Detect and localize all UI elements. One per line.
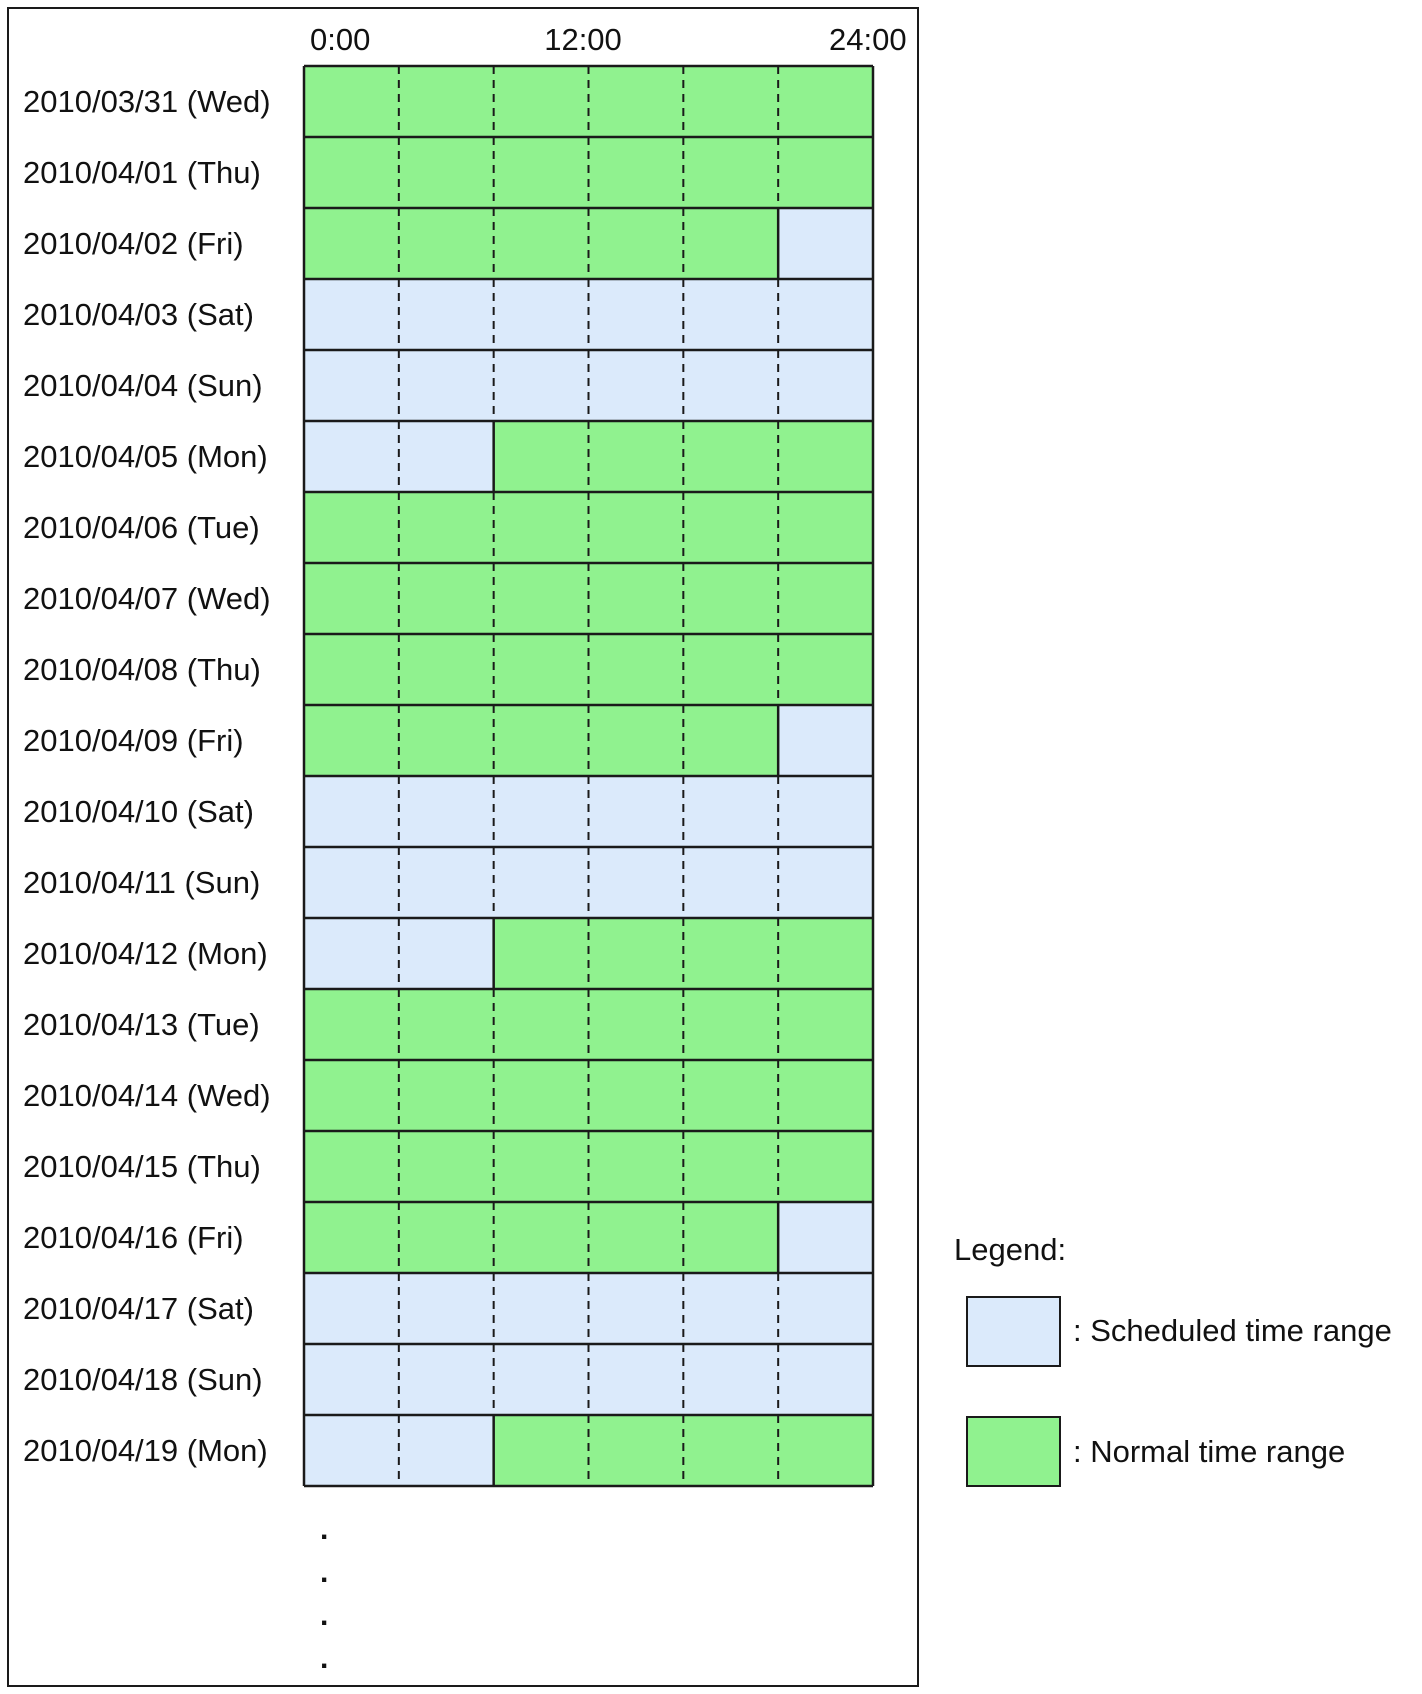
time-label-0: 0:00 (310, 22, 371, 57)
diagram-frame (7, 7, 919, 1687)
date-label: 2010/04/14 (Wed) (23, 1077, 271, 1113)
time-label-12: 12:00 (544, 22, 622, 57)
legend-swatch-normal (966, 1416, 1061, 1487)
date-label: 2010/04/04 (Sun) (23, 367, 263, 403)
legend-swatch-scheduled (966, 1296, 1061, 1367)
date-label: 2010/04/12 (Mon) (23, 935, 268, 971)
date-label: 2010/04/11 (Sun) (23, 864, 261, 900)
date-label: 2010/04/03 (Sat) (23, 296, 254, 332)
date-label: 2010/04/06 (Tue) (23, 509, 260, 545)
date-label: 2010/04/19 (Mon) (23, 1432, 268, 1468)
scheduled-time-bar (778, 208, 873, 279)
time-label-24: 24:00 (829, 22, 907, 57)
date-label: 2010/04/18 (Sun) (23, 1361, 263, 1397)
date-label: 2010/04/17 (Sat) (23, 1290, 254, 1326)
legend-title: Legend: (954, 1232, 1067, 1267)
date-label: 2010/03/31 (Wed) (23, 83, 271, 119)
scheduled-time-bar (778, 705, 873, 776)
date-label: 2010/04/05 (Mon) (23, 438, 268, 474)
date-label: 2010/04/01 (Thu) (23, 154, 261, 190)
legend-label-normal: : Normal time range (1073, 1434, 1346, 1469)
date-label: 2010/04/16 (Fri) (23, 1219, 244, 1255)
date-label: 2010/04/08 (Thu) (23, 651, 261, 687)
date-label: 2010/04/02 (Fri) (23, 225, 244, 261)
date-label: 2010/04/13 (Tue) (23, 1006, 260, 1042)
date-label: 2010/04/09 (Fri) (23, 722, 244, 758)
date-label: 2010/04/10 (Sat) (23, 793, 254, 829)
continuation-ellipsis: . . . . (320, 1513, 329, 1675)
legend-label-scheduled: : Scheduled time range (1073, 1313, 1392, 1348)
scheduled-time-bar (778, 1202, 873, 1273)
date-label: 2010/04/15 (Thu) (23, 1148, 261, 1184)
date-label: 2010/04/07 (Wed) (23, 580, 271, 616)
